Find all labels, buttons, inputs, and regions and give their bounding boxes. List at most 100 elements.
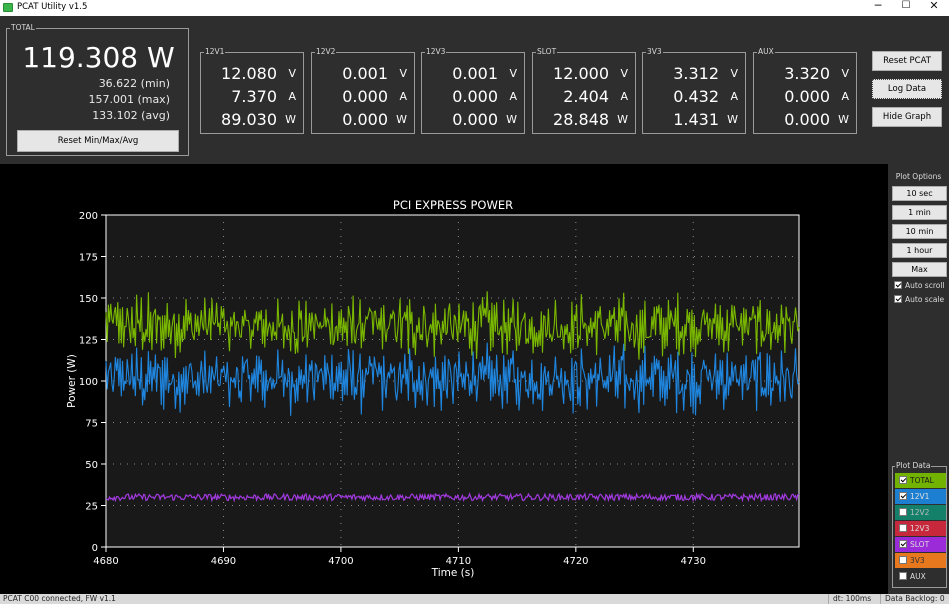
series-label: 12V2 [910,508,930,517]
auto-scale-checkbox[interactable]: Auto scale [894,294,944,306]
plot-frame [105,214,800,548]
series-label: AUX [910,572,926,581]
total-group: TOTAL 119.308 W 36.622 (min) 157.001 (ma… [6,23,189,156]
checkbox-icon[interactable] [899,524,907,532]
watts-unit: W [506,113,517,126]
rail-volts: 12.000 [553,64,609,83]
range-max-button[interactable]: Max [892,262,947,277]
status-bar: PCAT C00 connected, FW v1.1 dt: 100ms Da… [0,594,949,604]
series-label: 12V3 [910,524,930,533]
close-button[interactable]: ✕ [929,0,939,12]
checkbox-icon[interactable] [899,476,907,484]
rail-name: 3V3 [646,47,663,57]
series-line-12v1 [105,342,800,416]
amps-unit: A [841,90,849,103]
series-toggle-aux[interactable]: AUX [895,569,946,584]
sample-interval: dt: 100ms [833,594,872,603]
maximize-button[interactable]: ☐ [901,0,911,11]
rail-volts: 12.080 [221,64,277,83]
reset-min-max-avg-button[interactable]: Reset Min/Max/Avg [17,130,179,152]
range-1min-button[interactable]: 1 min [892,205,947,220]
rail-amps: 0.432 [673,87,719,106]
x-tick-label: 4730 [681,556,706,567]
total-max-value: 157.001 (max) [88,93,170,106]
rail-name: SLOT [536,47,558,57]
series-toggle-3v3[interactable]: 3V3 [895,553,946,568]
data-backlog: Data Backlog: 0 [885,594,945,603]
rail-amps: 2.404 [563,87,609,106]
amps-unit: A [730,90,738,103]
series-line-total [105,291,800,360]
total-min-value: 36.622 (min) [98,77,170,90]
amps-unit: A [509,90,517,103]
rail-volts: 0.001 [452,64,498,83]
rail-aux-group: AUX 3.320 V 0.000 A 0.000 W [753,47,857,134]
amps-unit: A [620,90,628,103]
checkbox-icon[interactable] [899,556,907,564]
rail-amps: 7.370 [231,87,277,106]
checkbox-icon[interactable] [899,492,907,500]
series-toggle-12v1[interactable]: 12V1 [895,489,946,504]
power-chart[interactable]: PCI EXPRESS POWER 0 25 50 75 100 125 150 175 200… [0,164,888,594]
auto-scale-label: Auto scale [905,295,945,304]
volts-unit: V [509,67,517,80]
y-tick-label: 50 [85,460,98,471]
x-tick-label: 4700 [328,556,353,567]
rail-name: AUX [757,47,775,57]
y-tick-label: 25 [85,502,98,513]
plot-ticks: 0 25 50 75 100 125 150 175 200 4680 4690 4700 4710 47… [79,211,706,567]
volts-unit: V [399,67,407,80]
rail-name: 12V3 [425,47,447,57]
rail-12v2-group: 12V2 0.001 V 0.000 A 0.000 W [311,47,415,134]
series-toggle-12v2[interactable]: 12V2 [895,505,946,520]
volts-unit: V [620,67,628,80]
volts-unit: V [288,67,296,80]
auto-scroll-label: Auto scroll [905,281,945,290]
rail-amps: 0.000 [784,87,830,106]
x-tick-label: 4720 [563,556,588,567]
series-toggle-slot[interactable]: SLOT [895,537,946,552]
total-group-label: TOTAL [10,23,36,33]
watts-unit: W [396,113,407,126]
series-toggle-12v3[interactable]: 12V3 [895,521,946,536]
rail-3v3-group: 3V3 3.312 V 0.432 A 1.431 W [642,47,746,134]
connection-status: PCAT C00 connected, FW v1.1 [3,594,116,603]
x-tick-label: 4690 [211,556,236,567]
checkbox-icon[interactable] [899,508,907,516]
range-10sec-button[interactable]: 10 sec [892,186,947,201]
checkbox-icon[interactable] [899,572,907,580]
reset-pcat-button[interactable]: Reset PCAT [872,51,942,71]
hide-graph-button[interactable]: Hide Graph [872,107,942,127]
rail-name: 12V2 [315,47,337,57]
checkbox-icon[interactable] [894,281,902,289]
pcat-app-icon [3,3,13,12]
total-power-value: 119.308 W [22,41,175,74]
amps-unit: A [288,90,296,103]
series-toggle-total[interactable]: TOTAL [895,473,946,488]
checkbox-icon[interactable] [899,540,907,548]
rail-amps: 0.000 [452,87,498,106]
auto-scroll-checkbox[interactable]: Auto scroll [894,280,945,292]
y-tick-label: 0 [92,543,98,554]
log-data-button[interactable]: Log Data [872,79,942,99]
window-title: PCAT Utility v1.5 [17,2,88,12]
minimize-button[interactable]: ─ [874,0,882,12]
watts-unit: W [838,113,849,126]
amps-unit: A [399,90,407,103]
range-10min-button[interactable]: 10 min [892,224,947,239]
rail-watts: 0.000 [342,110,388,129]
volts-unit: V [841,67,849,80]
y-tick-label: 175 [79,253,98,264]
volts-unit: V [730,67,738,80]
watts-unit: W [285,113,296,126]
rail-watts: 0.000 [784,110,830,129]
watts-unit: W [727,113,738,126]
chart-title: PCI EXPRESS POWER [393,198,513,212]
x-tick-label: 4710 [446,556,471,567]
y-tick-label: 100 [79,377,98,388]
status-separator [880,594,881,604]
checkbox-icon[interactable] [894,295,902,303]
y-tick-label: 150 [79,294,98,305]
range-1hour-button[interactable]: 1 hour [892,243,947,258]
rail-volts: 3.312 [673,64,719,83]
